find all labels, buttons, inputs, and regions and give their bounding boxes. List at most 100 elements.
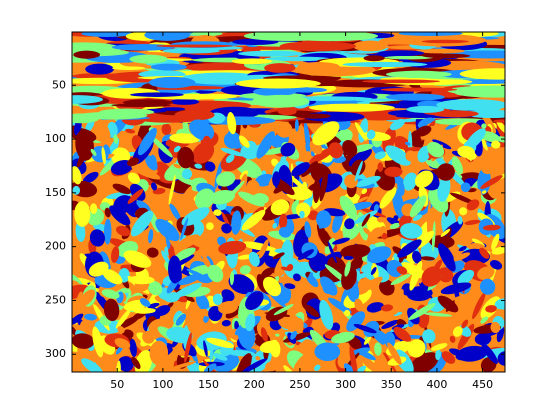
image-patch xyxy=(74,201,91,227)
image-patch xyxy=(370,266,377,276)
image-patch xyxy=(396,266,408,275)
image-patch xyxy=(412,214,423,221)
image-patch xyxy=(440,220,464,241)
image-patch xyxy=(493,119,505,123)
image-patch xyxy=(417,145,431,163)
image-patch xyxy=(343,363,357,372)
image-patch xyxy=(466,199,480,211)
image-patch xyxy=(461,319,469,329)
image-patch xyxy=(437,267,454,283)
image-patch xyxy=(202,256,211,268)
image-patch xyxy=(80,320,88,329)
image-patch xyxy=(72,113,100,124)
image-patch xyxy=(111,246,120,263)
image-patch xyxy=(284,214,303,220)
image-patch xyxy=(203,363,217,372)
image-patch xyxy=(207,264,224,283)
image-patch xyxy=(221,289,235,302)
image-patch xyxy=(81,358,103,372)
image-patch xyxy=(357,196,369,203)
image-patch xyxy=(246,179,260,194)
image-patch xyxy=(305,298,325,320)
image-patch xyxy=(212,352,228,361)
image-patch xyxy=(438,243,456,272)
image-patch xyxy=(320,276,338,296)
image-patch xyxy=(206,222,214,231)
image-patch xyxy=(342,61,428,68)
image-patch xyxy=(113,134,119,144)
image-patch xyxy=(398,32,463,36)
image-patch xyxy=(389,222,401,230)
image-patch xyxy=(451,156,463,175)
image-patch xyxy=(206,337,235,348)
image-patch xyxy=(344,260,351,277)
y-tick-label: 200 xyxy=(45,240,66,253)
image-patch xyxy=(85,63,114,75)
image-patch xyxy=(184,332,192,363)
image-patch xyxy=(178,273,202,286)
image-patch xyxy=(123,250,152,268)
image-patch xyxy=(117,326,125,334)
image-patch xyxy=(72,333,95,349)
image-patch xyxy=(491,275,505,299)
image-patch xyxy=(354,122,367,141)
image-patch xyxy=(279,41,357,52)
image-patch xyxy=(363,336,372,345)
image-patch xyxy=(262,276,282,297)
image-patch xyxy=(73,50,101,59)
image-patch xyxy=(75,129,94,161)
image-patch xyxy=(393,311,403,317)
image-patch xyxy=(221,319,231,327)
image-patch xyxy=(405,141,411,146)
image-patch xyxy=(150,63,187,71)
image-patch xyxy=(481,162,493,175)
image-patch xyxy=(125,128,136,134)
image-patch xyxy=(117,356,134,372)
image-patch xyxy=(440,282,472,295)
image-patch xyxy=(79,289,96,307)
image-patch xyxy=(452,252,471,262)
image-patch xyxy=(203,340,208,357)
image-patch xyxy=(174,247,196,261)
image-patch xyxy=(480,316,489,324)
image-patch xyxy=(168,174,176,205)
image-patch xyxy=(379,313,391,324)
image-patch xyxy=(386,70,452,78)
image-patch xyxy=(344,218,355,230)
image-patch xyxy=(450,192,476,205)
image-patch xyxy=(314,364,321,372)
image-patch xyxy=(384,166,403,177)
image-patch xyxy=(195,293,210,311)
image-patch xyxy=(112,66,146,71)
image-patch xyxy=(393,215,399,221)
image-patch xyxy=(72,95,103,104)
image-patch xyxy=(151,182,158,191)
image-patch xyxy=(335,309,341,316)
image-patch xyxy=(139,298,151,307)
image-patch xyxy=(94,186,106,199)
image-patch xyxy=(166,326,193,344)
image-patch xyxy=(343,255,354,260)
image-patch xyxy=(367,246,392,264)
image-patch xyxy=(189,119,215,141)
image-patch xyxy=(436,99,505,111)
image-patch xyxy=(361,213,371,227)
image-patch xyxy=(356,271,371,280)
image-patch xyxy=(265,360,280,372)
image-patch xyxy=(420,256,435,261)
axes-box xyxy=(71,31,506,373)
image-patch xyxy=(472,292,486,320)
image-patch xyxy=(161,250,170,264)
image-patch xyxy=(432,221,436,252)
image-patch xyxy=(209,345,214,362)
image-patch xyxy=(414,170,434,188)
image-patch xyxy=(485,305,497,313)
image-patch xyxy=(131,356,141,369)
x-tick-label: 100 xyxy=(152,378,173,391)
image-patch xyxy=(161,107,186,111)
image-patch xyxy=(275,121,293,138)
image-patch xyxy=(457,145,475,158)
image-patch xyxy=(272,252,285,260)
image-patch xyxy=(168,255,182,284)
image-patch xyxy=(223,131,242,149)
